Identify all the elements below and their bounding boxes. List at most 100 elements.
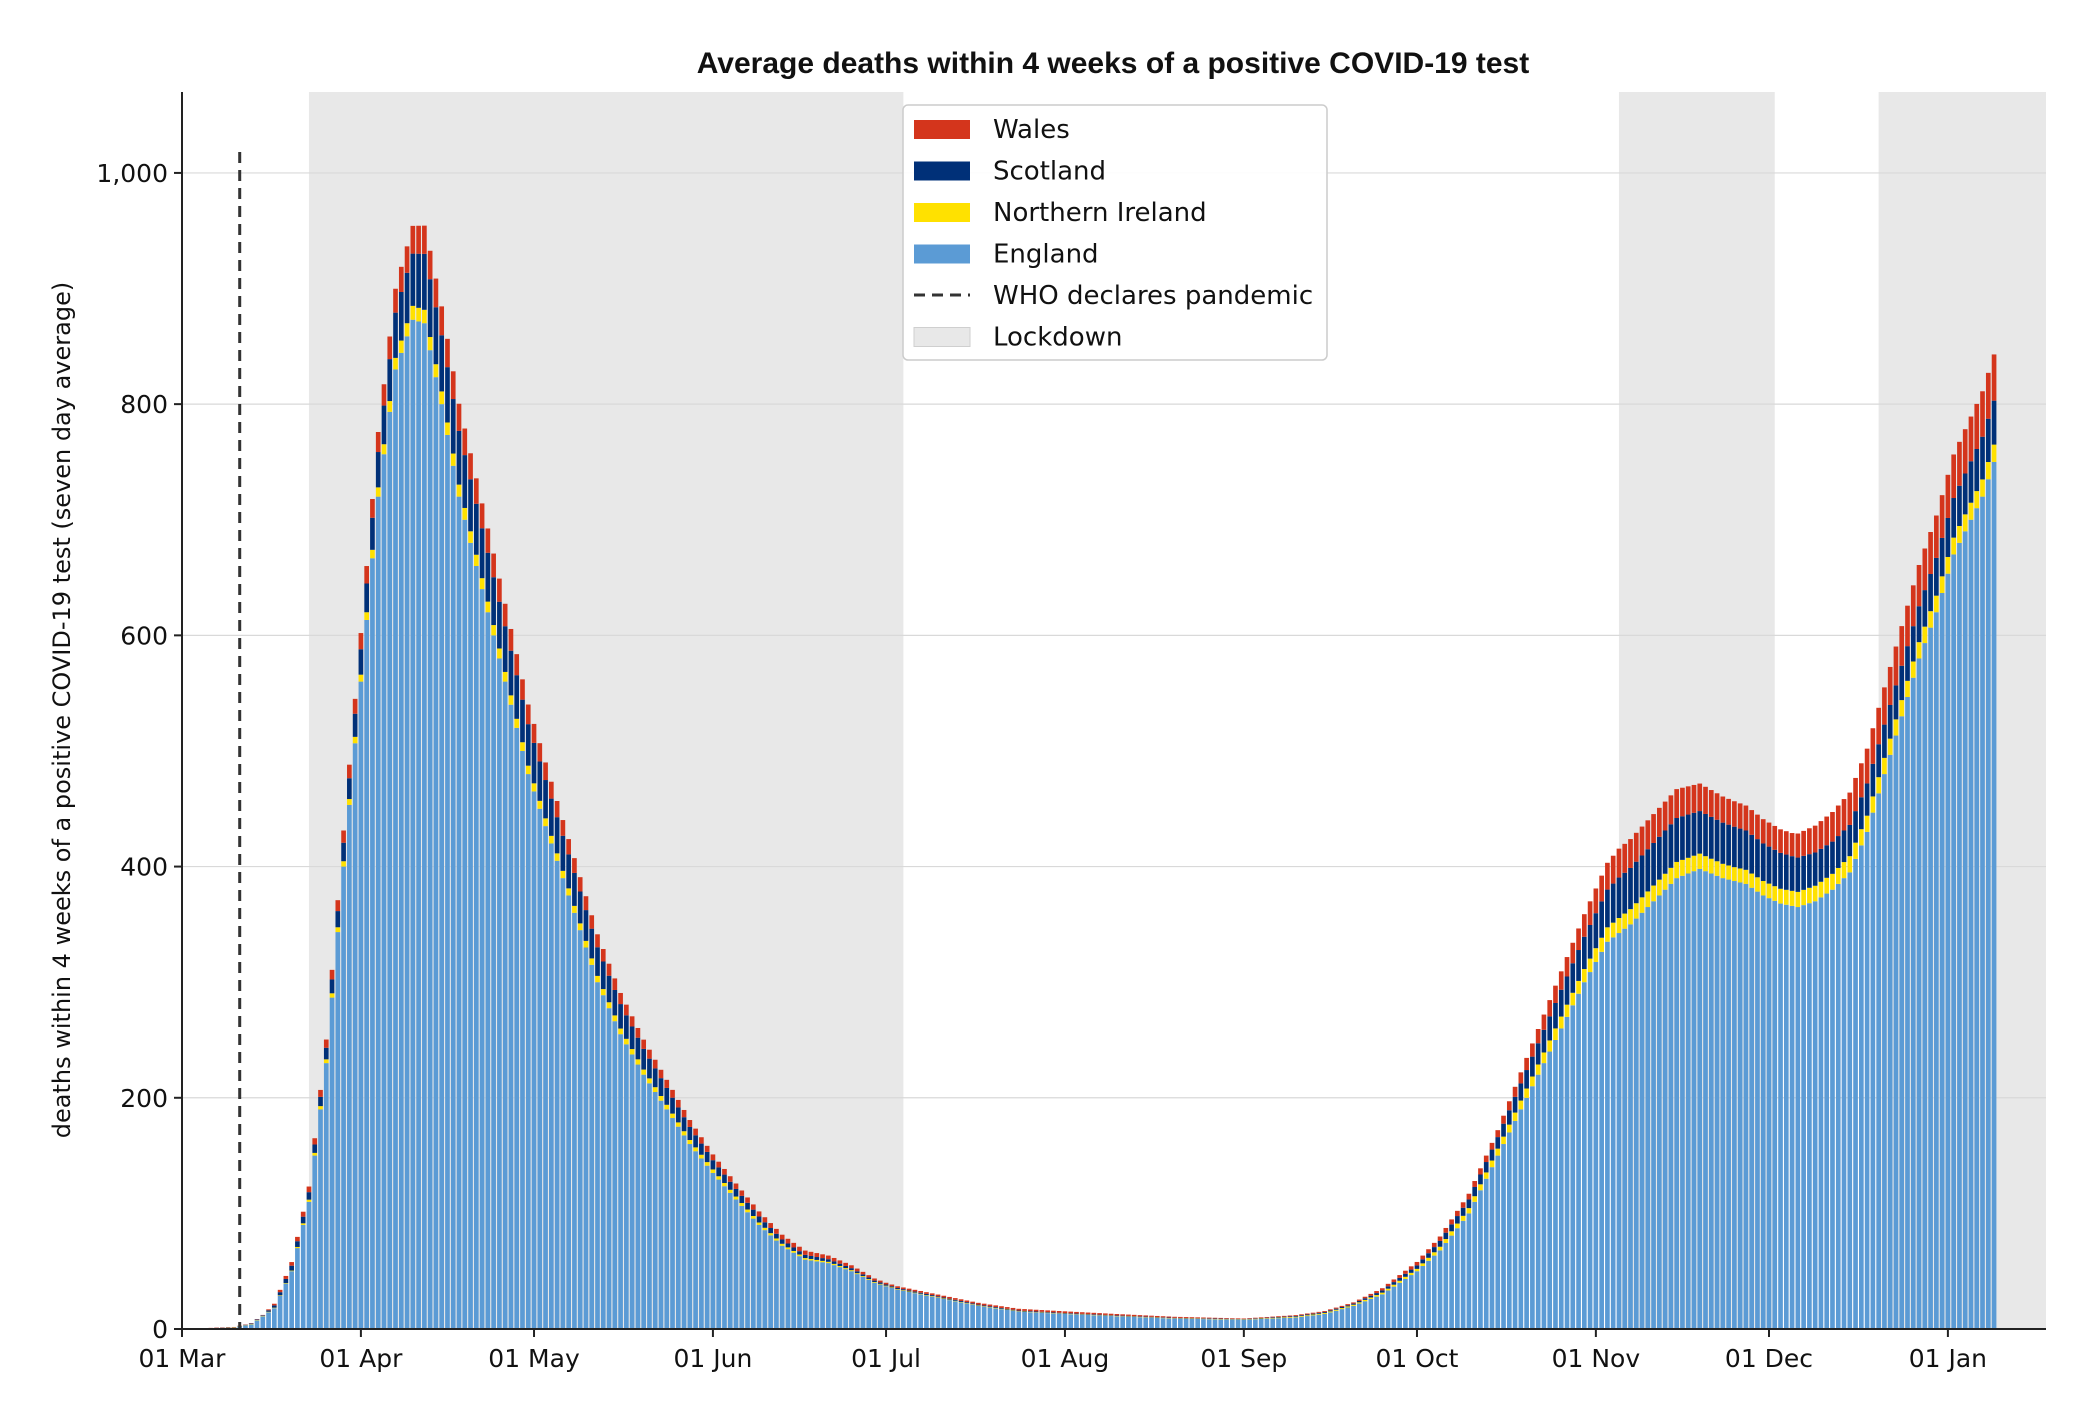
bar-england xyxy=(1945,573,1951,1329)
bar-scotland xyxy=(1512,1096,1518,1113)
bar-england xyxy=(1680,875,1685,1329)
bar-northern-ireland xyxy=(704,1162,710,1166)
bar-wales xyxy=(1380,1288,1385,1291)
bar-scotland xyxy=(739,1195,745,1204)
y-tick-label: 200 xyxy=(120,1084,168,1113)
bar-northern-ireland xyxy=(364,612,369,620)
bar-northern-ireland xyxy=(1351,1304,1356,1306)
bar-northern-ireland xyxy=(1708,858,1714,874)
bar-england xyxy=(693,1151,698,1329)
bar-england xyxy=(1103,1315,1108,1329)
bar-scotland xyxy=(1079,1313,1085,1315)
bar-scotland xyxy=(514,675,520,719)
bar-wales xyxy=(1149,1315,1154,1317)
bar-scotland xyxy=(987,1306,993,1308)
bar-northern-ireland xyxy=(797,1254,802,1257)
bar-scotland xyxy=(1766,846,1772,884)
bar-wales xyxy=(624,1004,629,1016)
bar-wales xyxy=(1991,354,1997,401)
bar-wales xyxy=(323,1039,329,1048)
bar-northern-ireland xyxy=(1270,1317,1276,1319)
bar-england xyxy=(1206,1319,1212,1329)
bar-england xyxy=(1455,1228,1460,1329)
bar-wales xyxy=(1489,1142,1495,1150)
bar-england xyxy=(1478,1190,1483,1329)
bar-scotland xyxy=(1916,606,1922,643)
bar-scotland xyxy=(491,577,496,626)
bar-northern-ireland xyxy=(1945,556,1951,574)
bar-england xyxy=(347,804,352,1329)
bar-northern-ireland xyxy=(785,1247,791,1250)
x-tick-label: 01 Oct xyxy=(1375,1344,1458,1373)
bar-scotland xyxy=(1062,1313,1068,1314)
bar-england xyxy=(1824,893,1830,1329)
bar-england xyxy=(525,774,531,1329)
bar-england xyxy=(1541,1063,1547,1329)
bar-scotland xyxy=(883,1284,889,1286)
bar-england xyxy=(1847,872,1853,1329)
bar-wales xyxy=(295,1236,300,1242)
bar-northern-ireland xyxy=(1720,863,1726,879)
bar-wales xyxy=(289,1262,294,1266)
bar-england xyxy=(549,843,554,1329)
bar-wales xyxy=(1460,1202,1466,1208)
bar-northern-ireland xyxy=(1876,777,1881,794)
bar-wales xyxy=(1351,1302,1356,1304)
bar-scotland xyxy=(1628,867,1633,910)
bar-england xyxy=(1951,554,1956,1329)
bar-wales xyxy=(606,963,612,976)
bar-northern-ireland xyxy=(1916,642,1922,659)
bar-scotland xyxy=(716,1167,722,1177)
bar-scotland xyxy=(1968,461,1974,503)
bar-wales xyxy=(329,969,335,980)
bar-northern-ireland xyxy=(1870,796,1876,813)
bar-northern-ireland xyxy=(1333,1309,1339,1311)
bar-scotland xyxy=(1287,1316,1293,1318)
bar-england xyxy=(1882,774,1887,1329)
bar-england xyxy=(295,1248,300,1329)
bar-northern-ireland xyxy=(1310,1314,1316,1316)
bar-wales xyxy=(589,915,595,929)
bar-northern-ireland xyxy=(935,1297,941,1298)
bar-england xyxy=(647,1083,652,1329)
bar-northern-ireland xyxy=(1934,595,1939,613)
bar-england xyxy=(675,1126,681,1329)
bar-scotland xyxy=(508,650,514,696)
bar-northern-ireland xyxy=(612,1015,618,1022)
bar-scotland xyxy=(1639,855,1645,898)
bar-england xyxy=(1143,1317,1149,1329)
bar-northern-ireland xyxy=(1581,969,1587,983)
bar-northern-ireland xyxy=(300,1223,306,1225)
bar-wales xyxy=(531,723,537,743)
bar-scotland xyxy=(312,1144,318,1153)
bar-scotland xyxy=(889,1286,895,1288)
bar-northern-ireland xyxy=(1760,881,1766,896)
bar-wales xyxy=(1985,372,1991,419)
bar-scotland xyxy=(1737,828,1743,869)
bar-wales xyxy=(1605,862,1610,890)
legend-label-who-declares-pandemic: WHO declares pandemic xyxy=(993,281,1313,311)
bar-england xyxy=(254,1320,260,1329)
bar-england xyxy=(335,932,341,1329)
bar-scotland xyxy=(1564,976,1570,1005)
bar-england xyxy=(1934,612,1939,1329)
bar-scotland xyxy=(1697,811,1703,854)
bar-scotland xyxy=(1616,877,1622,919)
bar-scotland xyxy=(1795,857,1801,892)
bar-scotland xyxy=(410,253,416,306)
bar-england xyxy=(398,352,404,1329)
bar-wales xyxy=(1708,790,1714,817)
bar-scotland xyxy=(358,649,364,675)
bar-northern-ireland xyxy=(341,861,346,867)
bar-wales xyxy=(791,1242,797,1248)
bar-wales xyxy=(1789,833,1795,857)
bar-wales xyxy=(1016,1308,1022,1311)
bar-northern-ireland xyxy=(750,1215,756,1219)
bar-scotland xyxy=(993,1307,999,1308)
bar-northern-ireland xyxy=(791,1250,797,1253)
bar-england xyxy=(1697,868,1703,1329)
bar-wales xyxy=(1778,829,1783,853)
bar-england xyxy=(1304,1316,1310,1329)
bar-wales xyxy=(416,225,421,254)
bar-northern-ireland xyxy=(877,1283,883,1285)
